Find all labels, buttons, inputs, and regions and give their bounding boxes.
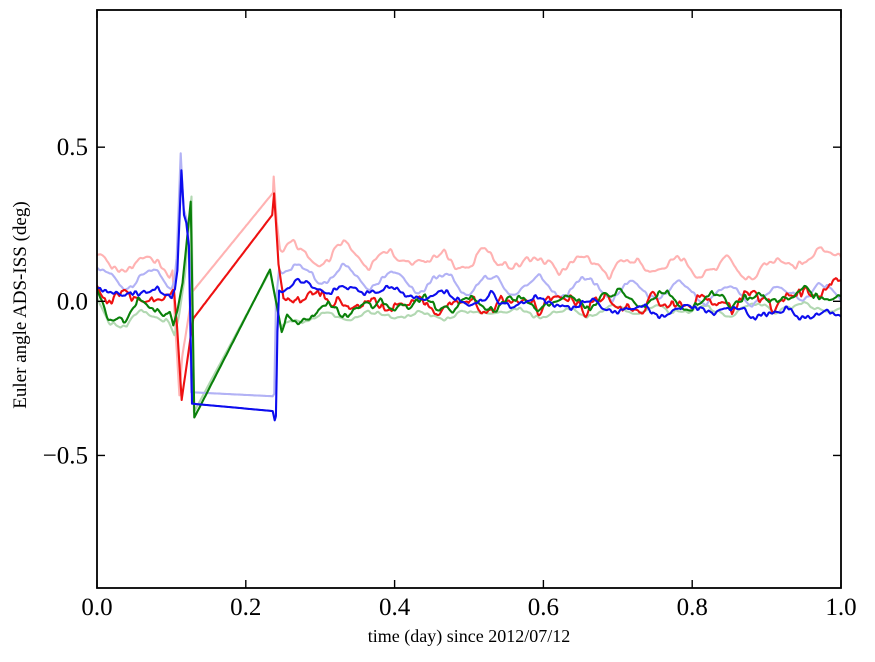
series-red-line (97, 192, 841, 402)
x-tick-label: 0.0 (81, 594, 112, 621)
x-tick-label: 1.0 (825, 594, 856, 621)
x-tick-label: 0.2 (230, 594, 261, 621)
series-blue-line (97, 169, 841, 422)
series-light-red-line (97, 175, 841, 397)
x-tick-label: 0.8 (677, 594, 708, 621)
x-tick-label: 0.4 (379, 594, 411, 621)
y-tick-label: −0.5 (43, 442, 88, 469)
y-axis-label: Euler angle ADS-ISS (deg) (10, 201, 31, 409)
y-tick-label: 0.0 (57, 288, 88, 315)
x-axis-label: time (day) since 2012/07/12 (367, 626, 571, 646)
series-light-blue-line (97, 152, 841, 398)
x-tick-label: 0.6 (528, 594, 559, 621)
y-tick-label: 0.5 (57, 134, 88, 161)
series-green-line (97, 200, 841, 419)
plot-frame (96, 9, 842, 589)
